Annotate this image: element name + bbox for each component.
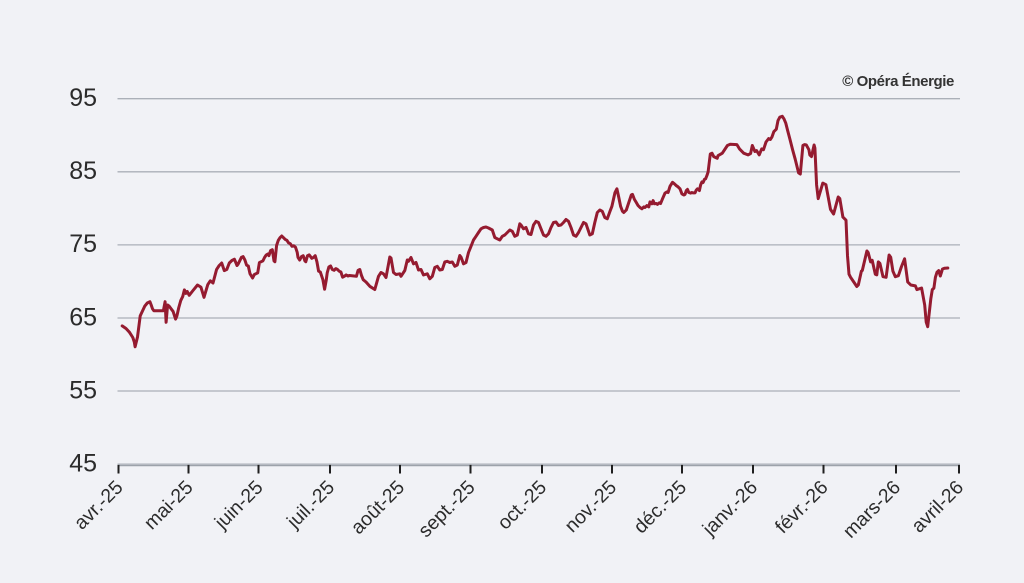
- svg-text:85: 85: [69, 157, 97, 185]
- svg-text:45: 45: [69, 449, 97, 477]
- svg-text:© Opéra Énergie: © Opéra Énergie: [842, 73, 954, 90]
- svg-text:75: 75: [69, 230, 97, 258]
- svg-text:55: 55: [69, 376, 97, 404]
- svg-text:95: 95: [69, 84, 97, 112]
- svg-text:65: 65: [69, 303, 97, 331]
